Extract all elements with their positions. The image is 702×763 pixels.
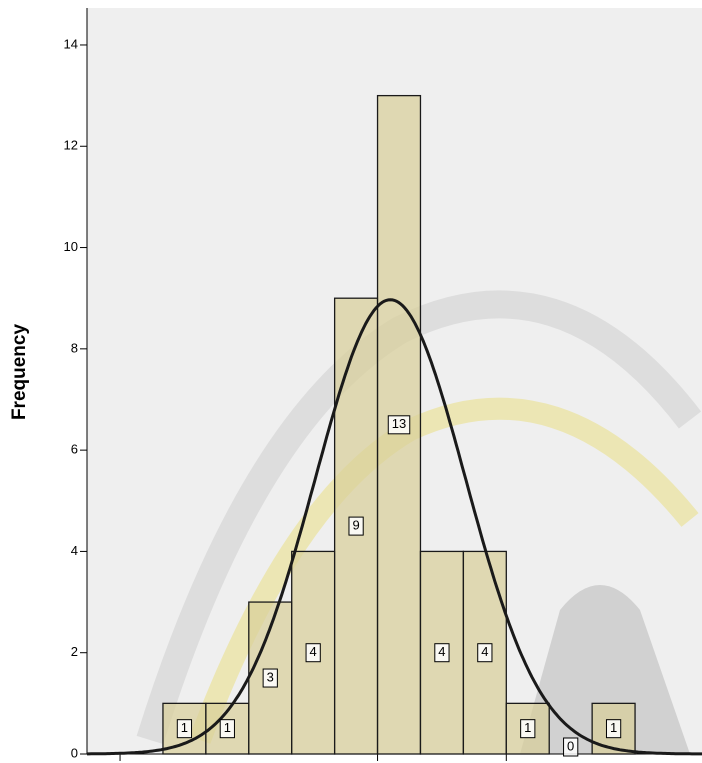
- value-label-box: [387, 415, 411, 435]
- y-tick-label: 4: [71, 543, 78, 558]
- y-tick-label: 2: [71, 644, 78, 659]
- value-label-box: [477, 643, 493, 663]
- watermark-dome: [520, 585, 690, 754]
- value-label: 4: [310, 644, 317, 659]
- value-label-box: [176, 719, 193, 739]
- value-label: 1: [524, 720, 531, 735]
- value-label-box: [434, 643, 450, 663]
- y-tick-label: 14: [64, 36, 78, 51]
- y-tick-label: 12: [64, 138, 78, 153]
- value-label-box: [605, 719, 622, 739]
- value-label: 13: [392, 416, 406, 431]
- value-label-box: [348, 516, 364, 536]
- value-label-box: [219, 719, 235, 739]
- value-label: 4: [438, 644, 445, 659]
- normal-curve: [87, 298, 702, 756]
- value-label-box: [262, 668, 278, 688]
- value-label: 1: [224, 720, 231, 735]
- value-label: 3: [267, 669, 274, 684]
- y-tick-label: 10: [64, 239, 78, 254]
- y-tick-label: 6: [71, 442, 78, 457]
- value-label-box: [305, 643, 321, 663]
- value-label: 9: [352, 518, 359, 533]
- y-tick-label: 0: [71, 745, 78, 760]
- value-label-box: [520, 719, 536, 739]
- y-tick-label: 8: [71, 340, 78, 355]
- y-axis-title: Frequency: [9, 324, 30, 421]
- value-label: 0: [567, 738, 574, 753]
- value-label: 1: [181, 720, 188, 735]
- value-label: 4: [481, 644, 488, 659]
- value-label-box: [563, 737, 579, 757]
- value-label: 1: [610, 720, 617, 735]
